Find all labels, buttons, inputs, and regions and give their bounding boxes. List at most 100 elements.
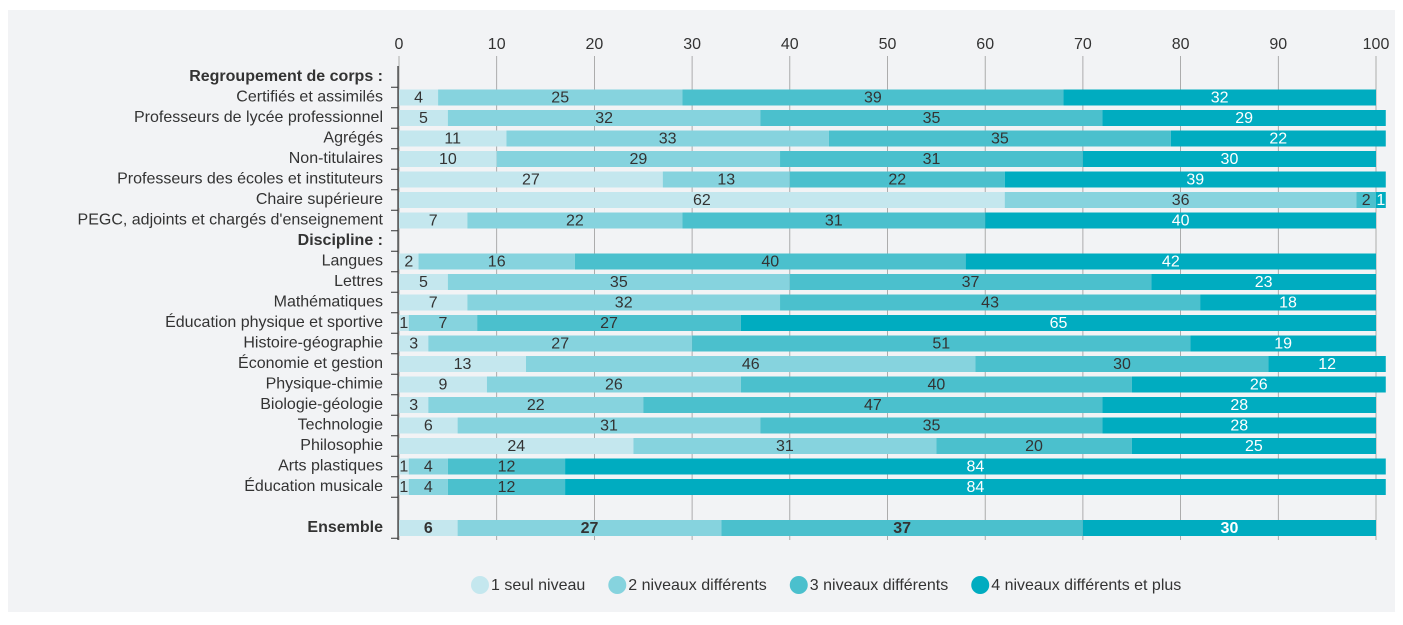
value-label: 31 (923, 151, 941, 168)
bar-segment (399, 397, 429, 413)
bar-segment (467, 212, 683, 229)
value-label: 39 (864, 90, 882, 107)
bar-segment (399, 520, 458, 536)
bar-segment (399, 274, 448, 290)
bar-segment (1004, 171, 1386, 188)
bar-segment (408, 458, 448, 475)
category-label: Professeurs de lycée professionnel (134, 109, 383, 126)
bar-segment (526, 356, 976, 372)
x-tick-label: 100 (1363, 36, 1390, 53)
bar-segment (399, 376, 487, 393)
value-label: 13 (717, 172, 735, 189)
bar-segment (936, 438, 1132, 454)
bar-segment (1376, 192, 1386, 208)
value-label: 35 (923, 110, 941, 127)
value-label: 32 (615, 295, 633, 312)
bar-segment (574, 253, 966, 270)
bar-segment (467, 294, 781, 311)
value-label: 1 (399, 479, 408, 496)
x-tick-label: 60 (976, 36, 994, 53)
category-label: Langues (322, 253, 383, 270)
bar-segment (1102, 110, 1386, 126)
value-label: 47 (864, 397, 882, 414)
bar-segment (1356, 192, 1376, 208)
value-label: 39 (1186, 172, 1204, 189)
bar-segment (408, 479, 448, 495)
value-label: 27 (551, 336, 569, 353)
bar-segment (1131, 376, 1386, 393)
bar-segment (1200, 294, 1376, 311)
category-label: Chaire supérieure (256, 191, 383, 208)
bar-segment (1063, 89, 1376, 106)
legend-marker (789, 576, 808, 594)
bar-segment (399, 315, 409, 331)
legend-label: 2 niveaux différents (628, 577, 766, 594)
value-label: 19 (1274, 336, 1292, 353)
value-label: 26 (1250, 377, 1268, 394)
category-label: Certifiés et assimilés (236, 89, 383, 106)
category-label: Biologie-géologie (260, 396, 383, 413)
bar-segment (447, 274, 790, 290)
value-label: 37 (893, 520, 911, 537)
value-label: 62 (693, 192, 711, 209)
value-label: 42 (1162, 254, 1180, 271)
value-label: 6 (424, 418, 433, 435)
legend-label: 1 seul niveau (491, 577, 585, 594)
bar-segment (565, 479, 1386, 495)
value-label: 5 (419, 110, 428, 127)
value-label: 29 (629, 151, 647, 168)
bar-segment (1190, 335, 1376, 352)
value-label: 22 (527, 397, 545, 414)
value-label: 51 (932, 336, 950, 353)
legend-marker (471, 576, 489, 594)
value-label: 1 (399, 459, 408, 476)
bar-segment (692, 335, 1191, 352)
bar-segment (399, 171, 663, 188)
value-label: 32 (595, 110, 613, 127)
bar-segment (721, 520, 1083, 536)
value-label: 27 (522, 172, 540, 189)
bar-segment (975, 356, 1269, 372)
value-label: 28 (1230, 418, 1248, 435)
bar-segment (1004, 192, 1357, 208)
value-label: 18 (1279, 295, 1297, 312)
value-label: 31 (825, 213, 843, 230)
value-label: 40 (927, 377, 945, 394)
value-label: 30 (1221, 151, 1239, 168)
value-label: 22 (888, 172, 906, 189)
value-label: 28 (1230, 397, 1248, 414)
bar-segment (965, 253, 1376, 270)
value-label: 65 (1050, 315, 1068, 332)
category-label: Lettres (334, 273, 383, 290)
value-label: 30 (1221, 520, 1239, 537)
bar-segment (428, 397, 644, 413)
bar-segment (643, 397, 1103, 413)
value-label: 12 (498, 459, 516, 476)
category-label: Philosophie (300, 437, 383, 454)
bar-segment (399, 89, 439, 106)
value-label: 26 (605, 377, 623, 394)
value-label: 24 (507, 438, 525, 455)
value-label: 33 (659, 131, 677, 148)
value-label: 35 (991, 131, 1009, 148)
legend-marker (608, 576, 627, 594)
bar-segment (565, 458, 1386, 475)
value-label: 4 (424, 479, 433, 496)
bar-segment (428, 335, 693, 352)
x-tick-label: 30 (683, 36, 701, 53)
value-label: 7 (429, 295, 438, 312)
category-label: Mathématiques (274, 294, 383, 311)
value-label: 31 (600, 418, 618, 435)
bar-segment (985, 212, 1376, 229)
bar-segment (1082, 151, 1376, 167)
bar-segment (399, 417, 458, 434)
category-label: Histoire-géographie (243, 335, 383, 352)
value-label: 5 (419, 274, 428, 291)
bar-segment (760, 417, 1103, 434)
x-tick-label: 20 (586, 36, 604, 53)
value-label: 30 (1113, 356, 1131, 373)
value-label: 40 (761, 254, 779, 271)
bar-segment (506, 130, 829, 147)
value-label: 22 (566, 213, 584, 230)
